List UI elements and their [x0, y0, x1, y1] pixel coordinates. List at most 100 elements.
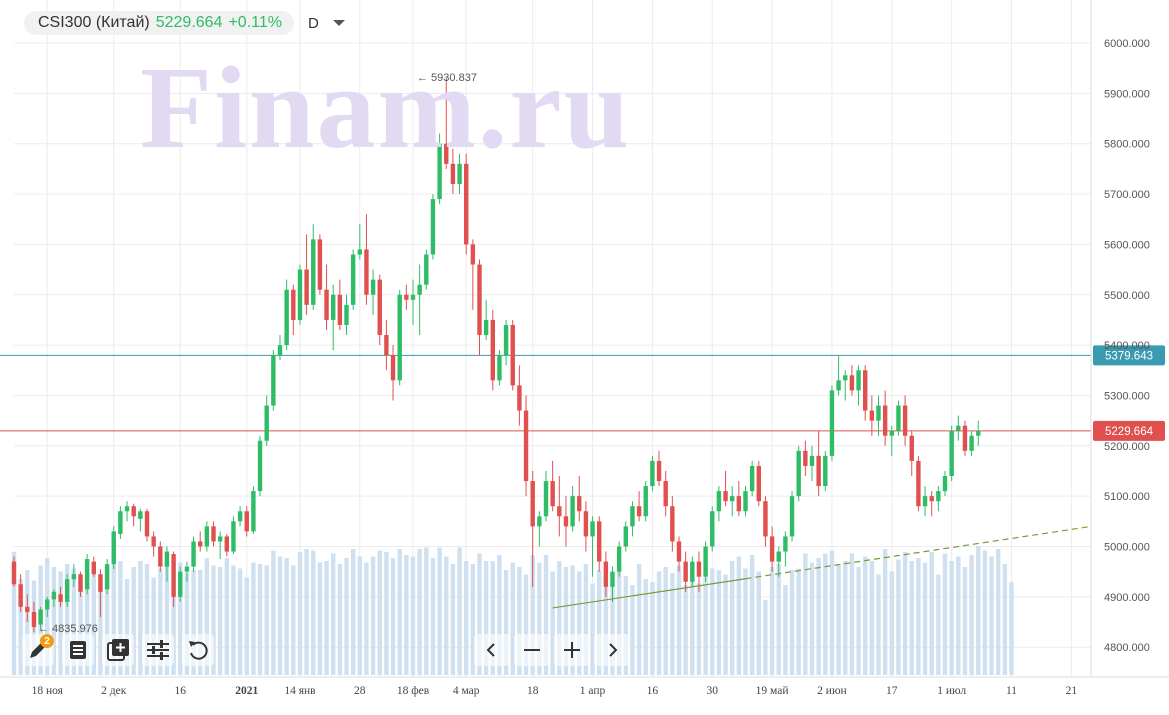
settings-sliders-icon[interactable] [142, 634, 174, 666]
volume-bar [138, 561, 143, 675]
volume-bar [570, 565, 575, 675]
volume-bar [490, 561, 495, 675]
candle [736, 496, 742, 512]
candle [849, 375, 855, 391]
chart-header: CSI300 (Китай) 5229.664 +0.11% D [24, 11, 345, 35]
candle [464, 163, 469, 245]
volume-bar [809, 562, 815, 675]
x-tick-label: 21 [1066, 685, 1078, 697]
candle [563, 516, 569, 527]
last_price-label-bg [1093, 420, 1165, 441]
volume-bar [350, 549, 356, 675]
chevron-down-icon[interactable] [332, 20, 345, 26]
candle [663, 481, 668, 507]
y-tick-label: 5600.000 [1104, 239, 1150, 251]
candle [470, 244, 476, 265]
volume-bar [284, 558, 289, 675]
candle [198, 541, 203, 547]
pencil-icon[interactable]: 2 [22, 634, 54, 666]
volume-bar [18, 579, 23, 675]
volume-bar [949, 561, 954, 675]
candle [676, 541, 682, 562]
volume-bar [291, 565, 296, 675]
candle [836, 380, 841, 391]
x-tick-label: 2021 [235, 685, 258, 697]
candle [823, 455, 828, 487]
candle [264, 405, 269, 441]
candle [384, 335, 389, 356]
candle [350, 254, 356, 305]
candle [45, 599, 50, 610]
candle [956, 425, 961, 431]
minus-icon[interactable] [514, 634, 550, 666]
volume-bar [204, 558, 210, 675]
volume-bar [118, 561, 123, 675]
candle [31, 611, 37, 628]
volume-bar [876, 574, 881, 675]
y-tick-label: 5000.000 [1104, 542, 1150, 554]
symbol-change: +0.11% [228, 14, 282, 31]
volume-bar [836, 565, 841, 675]
undo-icon[interactable] [182, 634, 214, 666]
list-icon[interactable] [62, 634, 94, 666]
volume-bar [610, 586, 615, 675]
volume-bar [98, 579, 103, 675]
candle [597, 521, 602, 562]
candle [763, 501, 768, 537]
volume-bar [404, 555, 409, 675]
candle [690, 561, 695, 582]
trendline[interactable] [552, 525, 1092, 609]
volume-bar [696, 583, 702, 675]
volume-bar [424, 547, 429, 675]
candle [417, 284, 422, 295]
volume-bar [124, 579, 130, 675]
volume-bar [25, 570, 30, 675]
volume-bar [264, 565, 269, 675]
x-tick-label: 30 [707, 685, 719, 697]
volume-bar [537, 562, 542, 675]
candle [311, 239, 316, 305]
chevron-right-icon[interactable] [594, 634, 630, 666]
candle [138, 511, 143, 519]
candle [922, 496, 928, 507]
volume-bar [650, 582, 655, 675]
y-tick-label: 5700.000 [1104, 189, 1150, 201]
symbol-pill[interactable]: CSI300 (Китай) 5229.664 +0.11% [24, 11, 294, 35]
candle [284, 289, 289, 346]
last_price-label: 5229.664 [1105, 426, 1154, 438]
volume-bar [198, 570, 203, 675]
symbol-price: 5229.664 [155, 14, 223, 31]
volume-bar [769, 567, 775, 675]
interval-selector[interactable]: D [307, 14, 319, 32]
candle [783, 536, 788, 552]
chevron-left-icon[interactable] [474, 634, 510, 666]
volume-bar [211, 565, 216, 675]
plus-icon[interactable] [554, 634, 590, 666]
candle [98, 574, 103, 592]
x-tick-label: 1 апр [580, 685, 606, 697]
volume-bar [184, 573, 190, 675]
candle [164, 551, 170, 567]
candle [650, 460, 655, 487]
volume-bar [84, 559, 90, 675]
candle [25, 606, 30, 612]
candle [949, 430, 954, 477]
volume-bar [543, 555, 549, 675]
volume-bar [410, 556, 416, 675]
candle [876, 405, 881, 421]
volume-bar [331, 553, 336, 675]
y-tick-label: 4900.000 [1104, 592, 1150, 604]
candle [696, 561, 702, 577]
volume-bar [956, 556, 961, 675]
candle [863, 370, 868, 411]
volume-bar [730, 561, 735, 675]
volume-bar [736, 556, 742, 675]
volume-bar [756, 571, 761, 675]
volume-bar [257, 564, 263, 675]
add-panel-icon[interactable] [102, 634, 134, 666]
candle [896, 405, 901, 431]
x-tick-label: 28 [354, 685, 366, 697]
volume-bar [823, 553, 828, 675]
candle [816, 455, 821, 487]
